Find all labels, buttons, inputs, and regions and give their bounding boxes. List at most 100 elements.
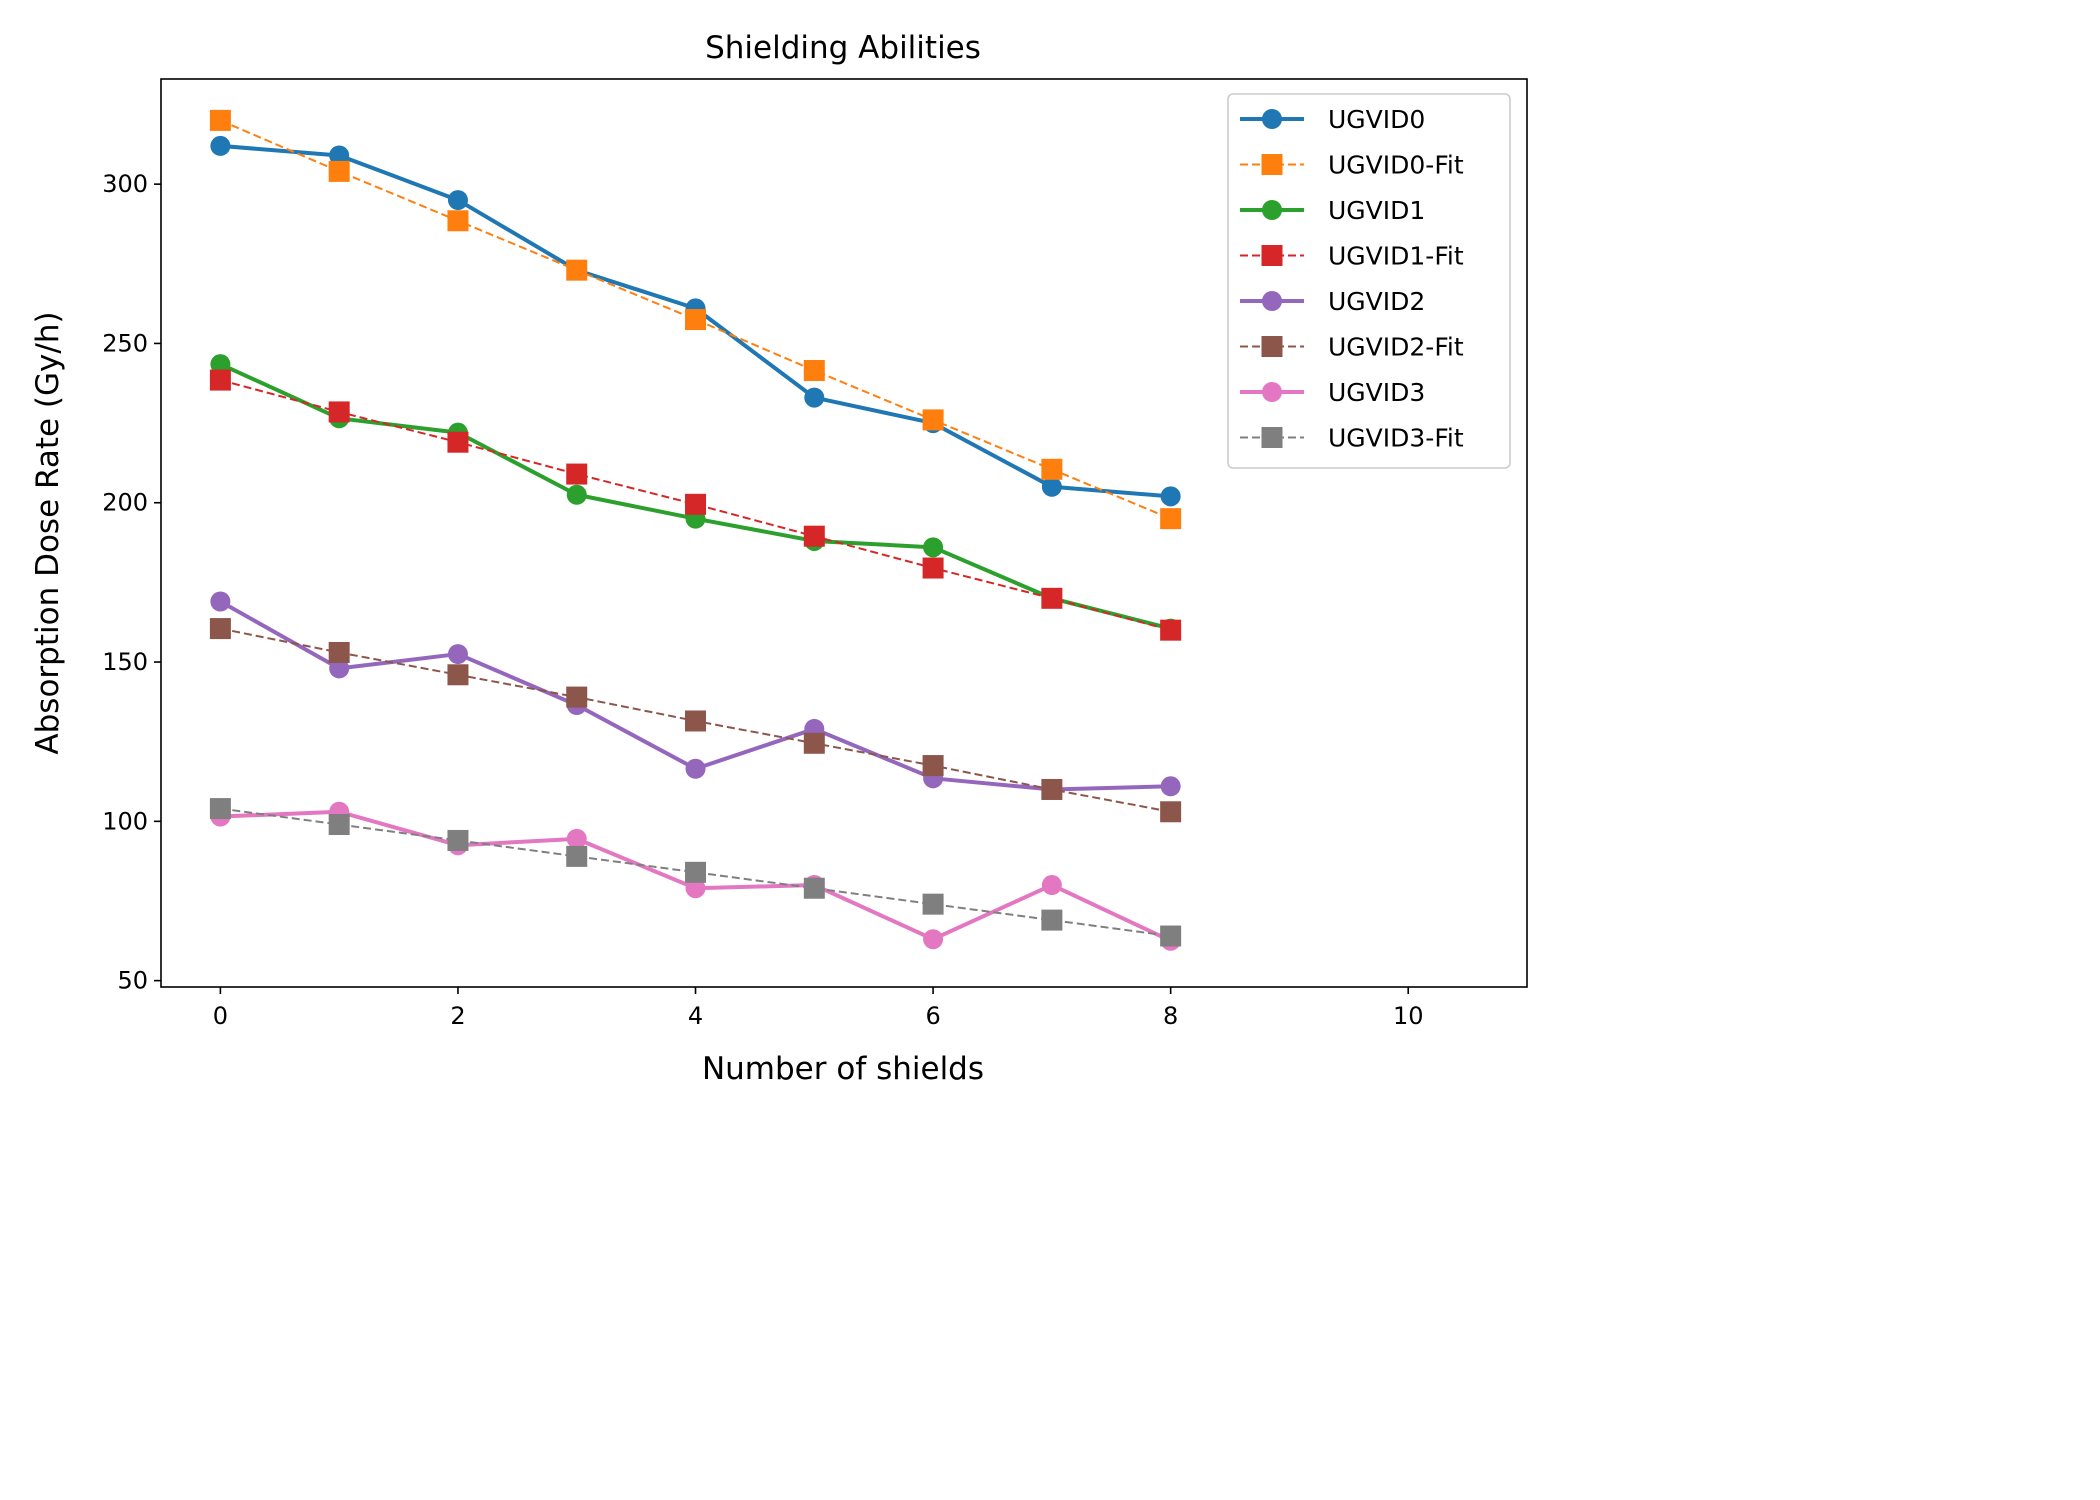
legend-label: UGVID2-Fit (1328, 333, 1464, 362)
legend-entry: UGVID2 (1240, 287, 1425, 316)
series-ugvid3-fit (209, 798, 1182, 947)
data-point (447, 210, 469, 232)
data-point (328, 160, 350, 182)
y-tick-label: 250 (102, 329, 148, 357)
data-point (803, 360, 825, 382)
legend-entry: UGVID3-Fit (1240, 424, 1464, 453)
y-tick-label: 150 (102, 648, 148, 676)
legend-marker (1261, 154, 1283, 175)
data-point (1160, 801, 1182, 823)
data-point (209, 618, 231, 640)
x-tick-label: 0 (213, 1002, 228, 1030)
data-point (566, 686, 588, 708)
data-point (328, 641, 350, 663)
series-ugvid2-fit (209, 618, 1182, 823)
data-point (329, 145, 350, 166)
y-tick-label: 100 (102, 807, 148, 835)
legend-marker (1262, 109, 1282, 129)
legend-entry: UGVID1-Fit (1240, 242, 1464, 271)
legend-label: UGVID1-Fit (1328, 242, 1464, 271)
legend-marker (1262, 382, 1282, 402)
data-point (566, 463, 588, 485)
y-tick-label: 50 (117, 967, 148, 995)
data-point (685, 493, 707, 515)
data-point (447, 190, 468, 211)
series-line (220, 379, 1171, 632)
data-point (209, 109, 231, 131)
data-point (1041, 909, 1063, 931)
legend-marker (1261, 245, 1283, 266)
data-point (685, 710, 707, 732)
x-tick-label: 6 (925, 1002, 940, 1030)
data-point (1160, 508, 1182, 530)
legend-marker (1261, 427, 1283, 448)
data-point (447, 644, 468, 665)
legend-entry: UGVID0-Fit (1240, 151, 1464, 180)
data-point (210, 354, 231, 375)
legend-entry: UGVID1 (1240, 196, 1425, 225)
shielding-chart: Shielding Abilities 0 2 4 6 8 10 50 100 150 200 2… (30, 30, 1528, 1087)
legend-label: UGVID1 (1328, 196, 1425, 225)
legend-label: UGVID0 (1328, 105, 1425, 134)
series-ugvid0-fit (209, 109, 1182, 530)
data-point (1160, 776, 1181, 797)
data-point (447, 829, 469, 851)
y-tick-label: 200 (102, 489, 148, 517)
data-point (328, 401, 350, 423)
data-point (566, 259, 588, 281)
legend-label: UGVID0-Fit (1328, 151, 1464, 180)
series-ugvid0 (210, 135, 1181, 507)
data-point (1160, 486, 1181, 507)
data-point (685, 878, 706, 899)
data-point (328, 814, 350, 836)
series-ugvid1-fit (209, 369, 1182, 641)
plot-frame (160, 78, 1528, 988)
data-point (447, 431, 469, 453)
data-point (685, 861, 707, 883)
data-point (685, 758, 706, 779)
legend-marker (1261, 336, 1283, 357)
x-tick-label: 4 (688, 1002, 703, 1030)
legend-box (1227, 93, 1511, 469)
data-point (566, 845, 588, 867)
data-point (210, 591, 231, 612)
legend-entry: UGVID3 (1240, 378, 1425, 407)
data-point (923, 929, 944, 950)
data-point (922, 755, 944, 777)
data-point (210, 135, 231, 156)
y-axis: 50 100 150 200 250 300 (102, 170, 161, 995)
legend: UGVID0 UGVID0-Fit UGVID1 UGVID1-Fit UGVID2 UG… (1227, 93, 1511, 469)
data-point (685, 309, 707, 331)
data-point (803, 525, 825, 547)
x-axis: 0 2 4 6 8 10 (213, 987, 1424, 1030)
chart-title: Shielding Abilities (705, 30, 981, 66)
data-point (1041, 778, 1063, 800)
data-point (1041, 458, 1063, 480)
legend-marker (1262, 291, 1282, 311)
legend-label: UGVID2 (1328, 287, 1425, 316)
data-point (803, 732, 825, 754)
legend-label: UGVID3-Fit (1328, 424, 1464, 453)
data-point (804, 387, 825, 408)
legend-label: UGVID3 (1328, 378, 1425, 407)
x-tick-label: 10 (1393, 1002, 1424, 1030)
data-point (803, 877, 825, 899)
data-point (566, 484, 587, 505)
data-point (566, 828, 587, 849)
x-tick-label: 8 (1163, 1002, 1178, 1030)
data-point (329, 658, 350, 679)
data-point (922, 409, 944, 431)
legend-marker (1262, 200, 1282, 220)
data-point (209, 369, 231, 391)
y-axis-title: Absorption Dose Rate (Gy/h) (30, 311, 66, 754)
y-tick-label: 300 (102, 170, 148, 198)
data-point (1041, 476, 1062, 497)
data-point (922, 557, 944, 579)
data-point (923, 537, 944, 558)
series-line (220, 807, 1171, 938)
data-point (1160, 619, 1182, 641)
x-axis-title: Number of shields (702, 1051, 984, 1087)
x-tick-label: 2 (450, 1002, 465, 1030)
data-point (1160, 925, 1182, 947)
data-point (1041, 875, 1062, 896)
